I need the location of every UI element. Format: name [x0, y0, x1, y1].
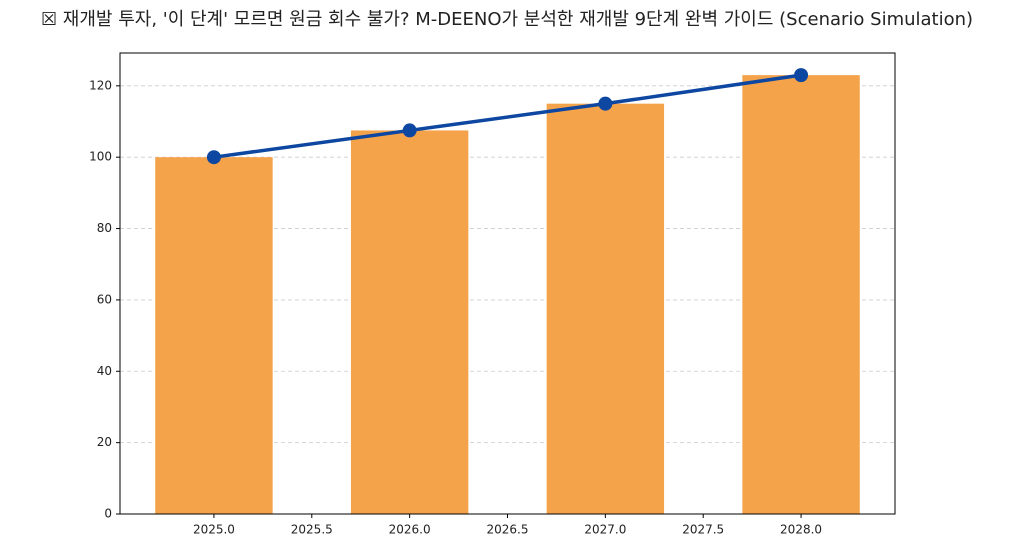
point [794, 68, 809, 83]
x-tick-label: 2025.5 [291, 523, 333, 537]
y-tick-label: 80 [97, 221, 112, 235]
point [598, 96, 613, 111]
x-tick-label: 2027.0 [584, 523, 626, 537]
x-tick-label: 2027.5 [682, 523, 724, 537]
y-tick-label: 20 [97, 435, 112, 449]
point [402, 123, 417, 138]
bar [155, 157, 273, 515]
y-tick-label: 120 [89, 78, 112, 92]
plot-frame [119, 52, 896, 515]
point [206, 150, 221, 165]
bar [350, 130, 469, 514]
y-tick-label: 100 [89, 150, 112, 164]
chart-title: ☒ 재개발 투자, '이 단계' 모르면 원금 회수 불가? M-DEENO가 … [41, 9, 973, 30]
y-tick-label: 60 [97, 292, 112, 306]
x-tick-label: 2026.0 [389, 523, 431, 537]
bar [546, 103, 665, 515]
x-tick-label: 2026.5 [487, 523, 529, 537]
line [213, 73, 802, 159]
x-tick-label: 2028.0 [780, 523, 822, 537]
y-tick-label: 0 [104, 507, 112, 521]
x-tick-label: 2025.0 [193, 523, 235, 537]
bar [742, 75, 860, 515]
y-tick-label: 40 [97, 364, 112, 378]
